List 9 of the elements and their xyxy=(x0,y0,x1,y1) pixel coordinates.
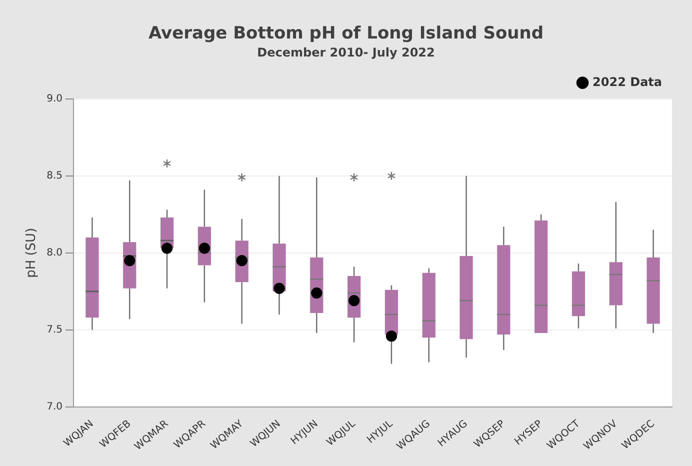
legend-label: 2022 Data xyxy=(592,74,662,89)
y-tick-label: 9.0 xyxy=(46,93,63,104)
y-axis-title: pH (SU) xyxy=(24,228,40,278)
chart-title: Average Bottom pH of Long Island Sound xyxy=(148,24,544,44)
y-tick-label: 7.0 xyxy=(46,402,63,413)
chart-subtitle: December 2010- July 2022 xyxy=(257,46,435,60)
y-tick-label: 7.5 xyxy=(46,324,63,336)
y-tick-label: 8.5 xyxy=(46,170,63,182)
y-tick-label: 8.0 xyxy=(46,247,63,258)
